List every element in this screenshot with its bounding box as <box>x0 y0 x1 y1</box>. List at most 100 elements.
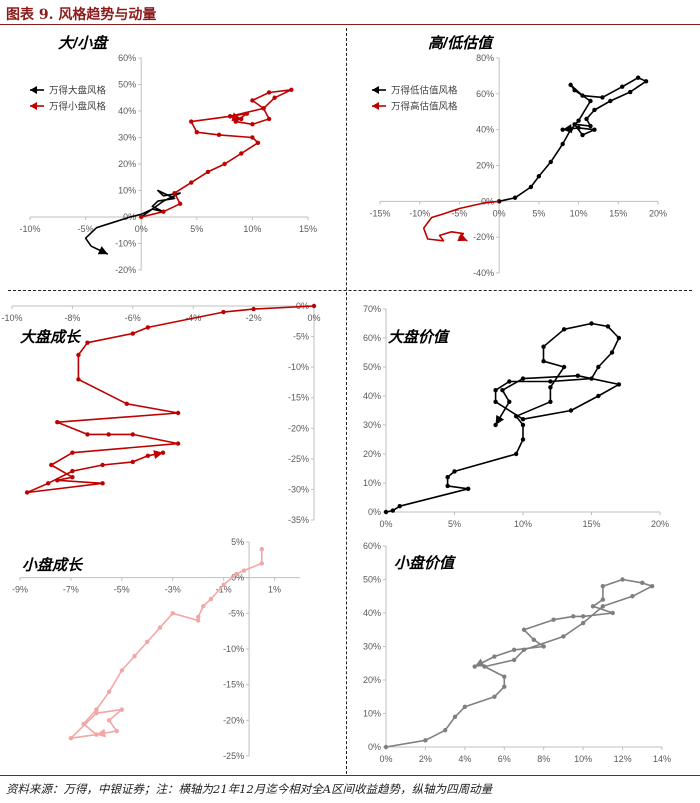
large-value-series-0-point <box>568 408 574 413</box>
large-value-series-0-point <box>493 388 498 393</box>
small-value-series-0-point <box>600 604 606 609</box>
small-value-y-tick-label: 10% <box>363 709 381 719</box>
size-legend-label-0: 万得大盘风格 <box>49 85 107 97</box>
small-value-x-tick-label: 14% <box>653 754 671 764</box>
size-series-0-arrow <box>97 246 108 255</box>
size-series-1-point <box>177 201 183 206</box>
size-series-1-point <box>272 95 277 100</box>
small-growth-y-tick-label: -10% <box>223 644 244 654</box>
small-value-y-tick-label: 60% <box>363 541 381 551</box>
vertical-divider <box>346 28 347 774</box>
value-growth-y-tick-label: -20% <box>473 232 494 242</box>
large-growth-series-0-point <box>55 478 60 483</box>
small-value-series-0-point <box>492 694 497 699</box>
small-growth-series-0-point <box>195 618 201 623</box>
large-value-series-0-point <box>397 504 402 509</box>
size-series-1-point <box>239 151 244 156</box>
small-value-series-0-point <box>571 614 576 619</box>
value-growth-series-0-point <box>576 125 581 131</box>
large-value-x-tick-label: 0% <box>379 519 392 529</box>
small-growth-x-tick-label: -1% <box>216 585 232 595</box>
small-value-series-0-point <box>521 647 527 653</box>
size-series-1-point <box>261 106 266 111</box>
size-y-tick-label: 30% <box>118 133 136 143</box>
size-series-1-point <box>161 209 166 214</box>
large-value-series-0-point <box>520 417 526 422</box>
large-growth-series-0-point <box>175 410 181 416</box>
large-value-y-tick-label: 30% <box>363 420 381 430</box>
value-growth-series-0-point <box>572 122 577 127</box>
size-y-tick-label: 50% <box>118 80 136 90</box>
large-value-series-0-point <box>493 399 498 404</box>
small-value-series-0-point <box>580 620 586 626</box>
large-growth-series-0-point <box>70 468 75 474</box>
size-series-1-point <box>205 169 211 175</box>
large-value-y-tick-label: 20% <box>363 449 381 459</box>
value-growth-y-tick-label: 0% <box>481 196 494 206</box>
small-growth-series-0-point <box>119 707 125 712</box>
large-growth-y-tick-label: -30% <box>288 484 309 494</box>
small-value-series-0-point <box>649 584 655 589</box>
small-growth-series-0-point <box>145 639 150 645</box>
large-value-y-tick-label: 50% <box>363 362 381 372</box>
size-series-1-point <box>222 161 227 167</box>
small-value-series-0-point <box>423 738 428 743</box>
large-growth-y-tick-label: -15% <box>288 393 309 403</box>
small-growth-series-0-point <box>234 571 239 577</box>
value-growth-x-tick-label: -10% <box>409 208 430 218</box>
large-value-series-0-point <box>541 359 546 364</box>
large-growth-series-0-point <box>85 432 90 437</box>
small-growth-series-0-point <box>119 668 125 673</box>
value-growth-series-0-point <box>588 123 593 129</box>
large-growth-y-tick-label: -10% <box>288 362 309 372</box>
size-series-1-point <box>266 116 272 122</box>
large-value-chart-title: 大盘价值 <box>388 328 451 346</box>
large-value-x-tick-label: 20% <box>651 519 669 529</box>
small-value-series-0-point <box>561 634 566 639</box>
large-value-x-tick-label: 10% <box>514 519 532 529</box>
small-value-series-0-point <box>492 654 497 659</box>
large-value-series-0-arrow <box>495 414 505 425</box>
value-growth-series-0-point <box>635 75 641 80</box>
small-growth-series-0-point <box>114 728 119 734</box>
value-growth-series-0-point <box>620 84 625 89</box>
size-y-tick-label: 10% <box>118 186 136 196</box>
size-legend-arrow-0 <box>30 86 37 94</box>
figure-title: 图表 9. 风格趋势与动量 <box>6 7 157 23</box>
small-value-x-tick-label: 12% <box>614 754 632 764</box>
large-growth-series-0-point <box>106 432 111 437</box>
small-growth-chart-title: 小盘成长 <box>22 556 84 574</box>
size-series-1-point <box>189 180 194 185</box>
large-value-y-tick-label: 0% <box>368 507 381 517</box>
large-growth-series-0-point <box>130 459 135 465</box>
size-series-1-point <box>255 140 261 145</box>
small-value-series-0-point <box>452 714 458 720</box>
title-rule <box>0 24 700 25</box>
small-growth-y-tick-label: -20% <box>223 715 244 725</box>
small-value-y-tick-label: 0% <box>368 742 381 752</box>
large-value-series-0-point <box>616 382 622 387</box>
size-series-1-point <box>250 98 255 103</box>
large-value-series-0-point <box>589 321 594 326</box>
value-growth-series-0-arrow <box>562 124 573 134</box>
size-series-1-point <box>194 130 199 135</box>
size-y-tick-label: 60% <box>118 53 136 63</box>
large-growth-y-tick-label: -5% <box>293 332 309 342</box>
value-growth-series-0-point <box>580 132 585 138</box>
large-growth-series-0-point <box>85 340 90 345</box>
small-growth-series-0-point <box>81 721 86 727</box>
small-value-series-0-point <box>511 647 517 653</box>
value-growth-series-0-point <box>592 127 597 132</box>
horizontal-divider <box>8 290 692 291</box>
small-value-y-tick-label: 50% <box>363 575 381 585</box>
value-growth-x-tick-label: -15% <box>369 208 390 218</box>
size-series-1-line <box>141 89 293 218</box>
small-growth-series-0-arrow <box>96 728 107 738</box>
large-growth-y-tick-label: -20% <box>288 423 309 433</box>
size-y-tick-label: -10% <box>115 239 136 249</box>
large-growth-series-0-point <box>145 453 151 458</box>
value-growth-series-0-point <box>560 141 565 147</box>
large-growth-x-tick-label: -2% <box>246 313 262 323</box>
large-growth-series-0-point <box>70 475 75 480</box>
